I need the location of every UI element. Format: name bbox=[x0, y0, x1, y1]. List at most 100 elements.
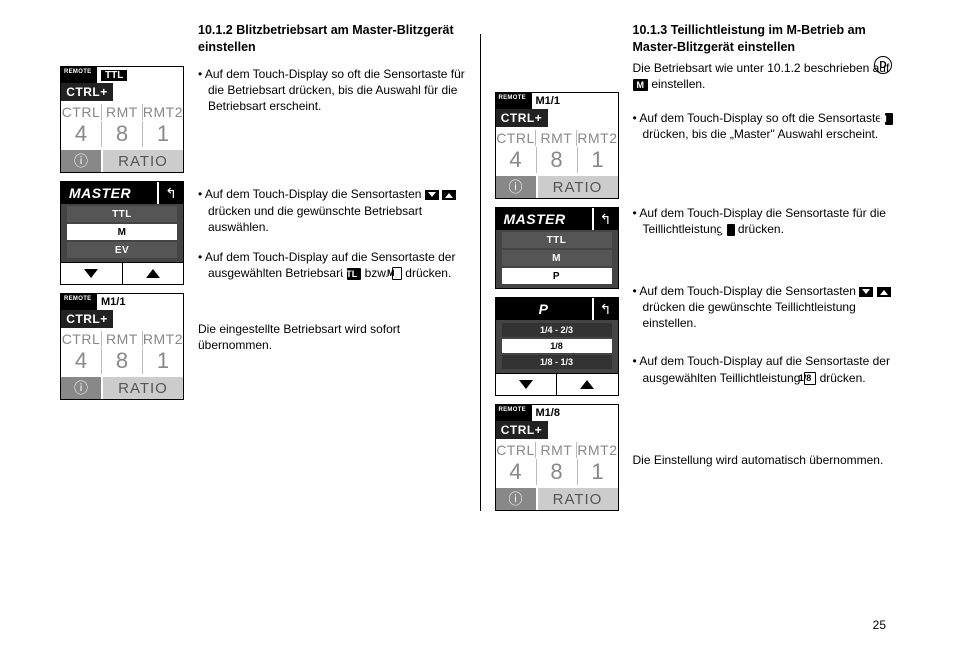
down-triangle-icon bbox=[859, 287, 873, 297]
menu-item-ev: EV bbox=[67, 242, 177, 258]
screen-ttl: REMOTE TTL CTRL+ CTRLRMTRMT2 481 RATIO bbox=[60, 66, 184, 173]
frac-label: 1/1 bbox=[110, 296, 125, 308]
m-inline-badge: M bbox=[885, 113, 893, 125]
remote-label: REMOTE bbox=[496, 405, 532, 421]
m-inline-badge: M bbox=[392, 267, 402, 280]
section-number: 10.1.3 bbox=[633, 23, 668, 37]
language-badge: D bbox=[874, 56, 892, 74]
p-item-2: 1/8 bbox=[502, 339, 612, 353]
info-icon bbox=[61, 377, 103, 399]
down-arrow-icon bbox=[61, 263, 123, 284]
up-triangle-icon bbox=[877, 287, 891, 297]
back-icon: ↰ bbox=[592, 298, 618, 320]
col-ctrl: CTRL bbox=[496, 442, 537, 458]
back-icon: ↰ bbox=[592, 208, 618, 230]
menu-item-ttl: TTL bbox=[502, 232, 612, 248]
para-result: Die eingestellte Betriebsart wird sofort… bbox=[198, 321, 466, 353]
back-icon: ↰ bbox=[157, 182, 183, 204]
ctrl-label: CTRL+ bbox=[496, 109, 548, 127]
page-frame: D 25 REMOTE TTL CTRL+ CTRLRMTRMT2 481 bbox=[40, 22, 920, 638]
ratio-label: RATIO bbox=[103, 377, 183, 399]
val-8: 8 bbox=[537, 147, 578, 173]
ratio-label: RATIO bbox=[538, 488, 618, 510]
ttl-inline-badge: TTL bbox=[347, 268, 362, 280]
info-icon bbox=[61, 150, 103, 172]
ratio-label: RATIO bbox=[103, 150, 183, 172]
ctrl-label: CTRL+ bbox=[61, 83, 113, 101]
screen-m18: REMOTE M1/8 CTRL+ CTRLRMTRMT2 481 RATIO bbox=[495, 404, 619, 511]
page-number: 25 bbox=[873, 618, 886, 632]
col-rmt: RMT bbox=[102, 331, 143, 347]
up-triangle-icon bbox=[442, 190, 456, 200]
val-4: 4 bbox=[61, 121, 102, 147]
remote-label: REMOTE bbox=[61, 294, 97, 310]
menu-title-p: P bbox=[496, 298, 592, 320]
down-triangle-icon bbox=[425, 190, 439, 200]
section-title: Blitzbetriebsart am Master-Blitzgerät ei… bbox=[198, 23, 454, 54]
bullet-3r: Auf dem Touch-Display die Sensortasten d… bbox=[633, 283, 901, 332]
menu-title: MASTER bbox=[61, 182, 157, 204]
col-rmt2: RMT2 bbox=[577, 442, 617, 458]
menu-item-p: P bbox=[502, 268, 612, 284]
info-icon bbox=[496, 488, 538, 510]
bullet-3: Auf dem Touch-Display auf die Sensortast… bbox=[198, 249, 466, 281]
down-arrow-icon bbox=[496, 374, 558, 395]
val-8: 8 bbox=[102, 121, 143, 147]
col-rmt2: RMT2 bbox=[143, 331, 183, 347]
remote-label: REMOTE bbox=[496, 93, 532, 109]
menu-title: MASTER bbox=[496, 208, 592, 230]
section-title: Teillichtleistung im M-Betrieb am Master… bbox=[633, 23, 866, 54]
menu-item-m: M bbox=[502, 250, 612, 266]
col-rmt2: RMT2 bbox=[577, 130, 617, 146]
p-submenu: P↰ 1/4 - 2/3 1/8 1/8 - 1/3 bbox=[495, 297, 619, 396]
para-result-r: Die Einstellung wird automatisch übernom… bbox=[633, 452, 901, 468]
left-column: REMOTE TTL CTRL+ CTRLRMTRMT2 481 RATIO M… bbox=[54, 22, 472, 511]
col-ctrl: CTRL bbox=[61, 331, 102, 347]
p-item-1: 1/4 - 2/3 bbox=[502, 323, 612, 337]
val-4: 4 bbox=[61, 348, 102, 374]
master-menu: MASTER↰ TTL M EV bbox=[60, 181, 184, 285]
bullet-4r: Auf dem Touch-Display auf die Sensortast… bbox=[633, 353, 901, 385]
col-rmt: RMT bbox=[536, 442, 577, 458]
up-arrow-icon bbox=[557, 374, 618, 395]
frac-inline-badge: 1/8 bbox=[804, 372, 817, 385]
m-badge: M bbox=[101, 296, 110, 308]
col-ctrl: CTRL bbox=[61, 104, 102, 120]
col-rmt2: RMT2 bbox=[143, 104, 183, 120]
section-number: 10.1.2 bbox=[198, 23, 233, 37]
frac-label: 1/8 bbox=[545, 407, 560, 419]
m-badge: M bbox=[536, 407, 545, 419]
ttl-badge: TTL bbox=[101, 70, 127, 81]
ratio-label: RATIO bbox=[538, 176, 618, 198]
val-1: 1 bbox=[578, 459, 618, 485]
val-1: 1 bbox=[143, 348, 183, 374]
ctrl-label: CTRL+ bbox=[496, 421, 548, 439]
right-column: REMOTEM1/1 CTRL+ CTRLRMTRMT2 481 RATIO M… bbox=[489, 22, 907, 511]
col-ctrl: CTRL bbox=[496, 130, 537, 146]
val-4: 4 bbox=[496, 459, 537, 485]
bullet-2: Auf dem Touch-Display die Sensortasten d… bbox=[198, 186, 466, 235]
col-rmt: RMT bbox=[102, 104, 143, 120]
col-rmt: RMT bbox=[536, 130, 577, 146]
val-4: 4 bbox=[496, 147, 537, 173]
p-inline-badge: P bbox=[727, 224, 735, 236]
m-badge: M bbox=[536, 95, 545, 107]
info-icon bbox=[496, 176, 538, 198]
menu-item-m: M bbox=[67, 224, 177, 240]
bullet-1: Auf dem Touch-Display so oft die Sensort… bbox=[198, 66, 466, 115]
column-divider bbox=[480, 34, 481, 511]
screen-m11-r: REMOTE M1/1 CTRL+ CTRLRMTRMT2 481 RATIO bbox=[495, 92, 619, 199]
val-1: 1 bbox=[143, 121, 183, 147]
up-arrow-icon bbox=[123, 263, 184, 284]
frac-label: 1/1 bbox=[545, 95, 560, 107]
screen-m11: REMOTE M1/1 CTRL+ CTRLRMTRMT2 481 RATIO bbox=[60, 293, 184, 400]
ctrl-label: CTRL+ bbox=[61, 310, 113, 328]
val-1: 1 bbox=[578, 147, 618, 173]
para-1: Die Betriebsart wie unter 10.1.2 beschri… bbox=[633, 60, 901, 92]
bullet-1r: Auf dem Touch-Display so oft die Sensort… bbox=[633, 110, 901, 142]
p-item-3: 1/8 - 1/3 bbox=[502, 355, 612, 369]
val-8: 8 bbox=[537, 459, 578, 485]
master-menu-r: MASTER↰ TTL M P bbox=[495, 207, 619, 289]
val-8: 8 bbox=[102, 348, 143, 374]
remote-label: REMOTE bbox=[61, 67, 97, 83]
